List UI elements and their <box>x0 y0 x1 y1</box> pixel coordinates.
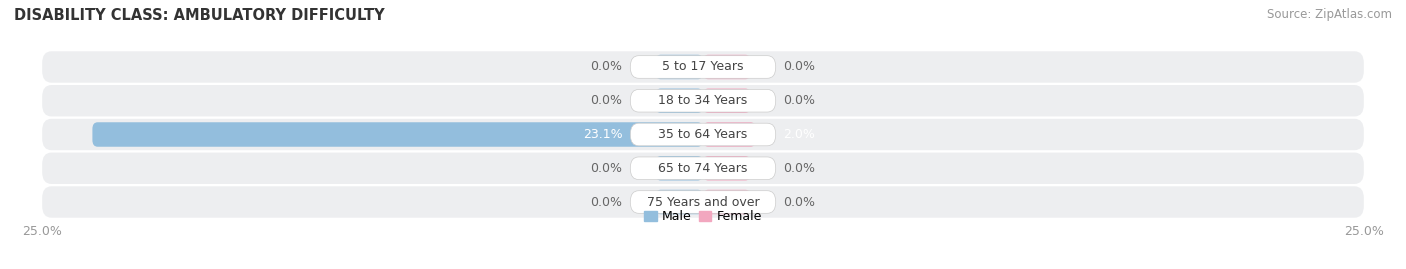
Text: 23.1%: 23.1% <box>582 128 623 141</box>
Text: 0.0%: 0.0% <box>783 61 815 73</box>
Text: 0.0%: 0.0% <box>783 162 815 175</box>
FancyBboxPatch shape <box>703 156 751 180</box>
Text: Source: ZipAtlas.com: Source: ZipAtlas.com <box>1267 8 1392 21</box>
Text: 0.0%: 0.0% <box>591 61 623 73</box>
Text: 18 to 34 Years: 18 to 34 Years <box>658 94 748 107</box>
Legend: Male, Female: Male, Female <box>640 205 766 228</box>
Text: 0.0%: 0.0% <box>591 94 623 107</box>
FancyBboxPatch shape <box>655 156 703 180</box>
Text: DISABILITY CLASS: AMBULATORY DIFFICULTY: DISABILITY CLASS: AMBULATORY DIFFICULTY <box>14 8 385 23</box>
Text: 35 to 64 Years: 35 to 64 Years <box>658 128 748 141</box>
FancyBboxPatch shape <box>630 123 776 146</box>
FancyBboxPatch shape <box>42 51 1364 83</box>
FancyBboxPatch shape <box>630 157 776 180</box>
FancyBboxPatch shape <box>42 153 1364 184</box>
FancyBboxPatch shape <box>655 55 703 79</box>
FancyBboxPatch shape <box>93 122 703 147</box>
FancyBboxPatch shape <box>703 55 751 79</box>
FancyBboxPatch shape <box>703 122 756 147</box>
FancyBboxPatch shape <box>703 89 751 113</box>
FancyBboxPatch shape <box>703 190 751 214</box>
Text: 2.0%: 2.0% <box>783 128 815 141</box>
FancyBboxPatch shape <box>42 119 1364 150</box>
FancyBboxPatch shape <box>630 191 776 213</box>
Text: 0.0%: 0.0% <box>783 196 815 208</box>
FancyBboxPatch shape <box>42 85 1364 116</box>
Text: 65 to 74 Years: 65 to 74 Years <box>658 162 748 175</box>
Text: 5 to 17 Years: 5 to 17 Years <box>662 61 744 73</box>
FancyBboxPatch shape <box>655 89 703 113</box>
FancyBboxPatch shape <box>42 186 1364 218</box>
Text: 75 Years and over: 75 Years and over <box>647 196 759 208</box>
FancyBboxPatch shape <box>630 89 776 112</box>
FancyBboxPatch shape <box>655 190 703 214</box>
Text: 0.0%: 0.0% <box>591 196 623 208</box>
Text: 0.0%: 0.0% <box>783 94 815 107</box>
Text: 0.0%: 0.0% <box>591 162 623 175</box>
FancyBboxPatch shape <box>630 56 776 78</box>
